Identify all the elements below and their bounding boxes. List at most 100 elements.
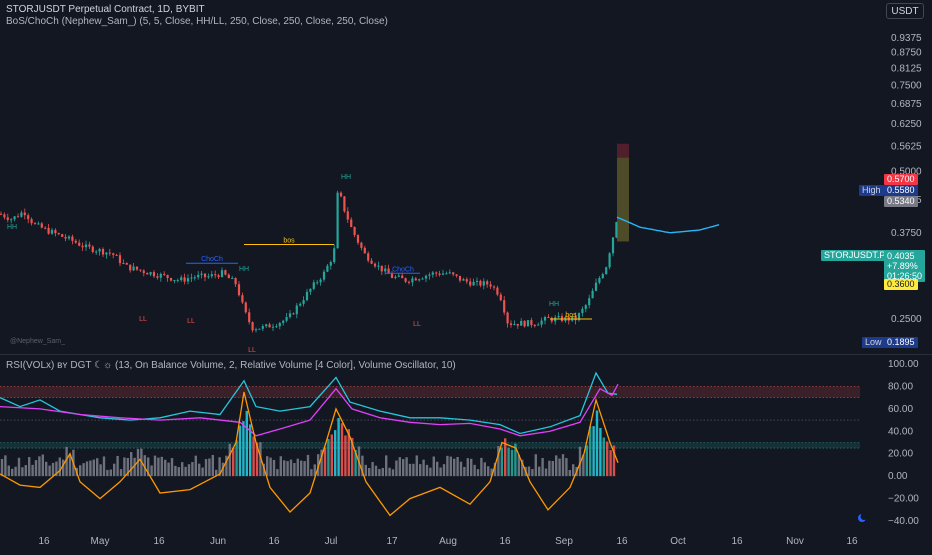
volume-bar xyxy=(109,469,112,477)
candle-body xyxy=(112,253,115,255)
candle-body xyxy=(537,324,540,326)
volume-bars xyxy=(0,410,616,477)
candle-body xyxy=(350,219,353,228)
volume-bar xyxy=(31,464,34,477)
time-tick: 16 xyxy=(616,536,628,547)
candle-body xyxy=(404,278,407,282)
volume-bar xyxy=(351,437,354,477)
volume-bar xyxy=(480,457,483,477)
volume-bar xyxy=(252,436,255,477)
volume-bar xyxy=(408,463,412,477)
volume-bar xyxy=(582,454,585,477)
candle-body xyxy=(146,272,149,275)
candle-body xyxy=(598,277,601,283)
candle-body xyxy=(438,273,441,275)
candle-body xyxy=(448,272,451,274)
volume-bar xyxy=(354,449,357,477)
volume-bar xyxy=(126,457,129,477)
oscillator-tick: 60.00 xyxy=(888,404,913,415)
volume-bar xyxy=(398,457,401,477)
candle-body xyxy=(540,320,543,325)
moon-icon[interactable] xyxy=(856,512,870,524)
volume-bar xyxy=(79,465,82,477)
candle-body xyxy=(118,255,122,264)
candlestick-series xyxy=(0,190,618,333)
candle-body xyxy=(319,279,322,283)
volume-bar xyxy=(225,455,228,477)
volume-bar xyxy=(17,457,21,477)
indicator-title[interactable]: BoS/ChoCh (Nephew_Sam_) (5, 5, Close, HH… xyxy=(6,16,388,27)
candle-body xyxy=(64,236,67,239)
candle-body xyxy=(282,320,285,323)
volume-bar xyxy=(82,463,85,477)
candle-body xyxy=(428,274,431,276)
candle-body xyxy=(414,278,417,281)
volume-bar xyxy=(208,458,211,477)
candle-body xyxy=(356,235,360,243)
high-price-tag: 0.5580 xyxy=(884,185,918,196)
candle-body xyxy=(159,273,162,278)
candle-body xyxy=(326,265,329,272)
price-tick: 0.3750 xyxy=(891,228,922,239)
price-tick: 0.9375 xyxy=(891,33,922,44)
volume-bar xyxy=(395,460,398,477)
candle-body xyxy=(186,278,190,282)
volume-bar xyxy=(412,463,415,477)
volume-bar xyxy=(466,458,469,477)
volume-bar xyxy=(442,464,446,477)
symbol-title: STORJUSDT Perpetual Contract, 1D, BYBIT xyxy=(6,4,205,15)
candle-body xyxy=(176,280,179,282)
candle-body xyxy=(363,247,366,254)
volume-bar xyxy=(170,458,174,477)
high-label: High xyxy=(859,185,884,196)
level-label: ChoCh xyxy=(392,266,414,273)
candle-body xyxy=(336,192,339,249)
volume-bar xyxy=(378,469,381,477)
volume-bar xyxy=(21,467,24,477)
oscillator-title[interactable]: RSI(VOLx) вʏ DGT ☾☼ (13, On Balance Volu… xyxy=(6,360,456,371)
volume-bar xyxy=(300,460,303,477)
time-tick: 16 xyxy=(731,536,743,547)
candle-body xyxy=(132,266,135,271)
volume-bar xyxy=(538,466,541,477)
volume-bar xyxy=(48,465,51,477)
candle-body xyxy=(557,316,560,318)
volume-bar xyxy=(514,443,517,477)
volume-bar xyxy=(361,455,364,477)
volume-bar xyxy=(446,455,449,477)
candle-body xyxy=(13,216,16,220)
volume-bar xyxy=(99,464,102,477)
candle-body xyxy=(588,298,591,306)
candle-body xyxy=(54,229,57,234)
currency-button[interactable]: USDT xyxy=(886,3,924,19)
candle-body xyxy=(367,253,370,261)
volume-bar xyxy=(238,425,242,477)
structure-levels: bos ChoCh bos ChoCh xyxy=(186,237,592,320)
volume-bar xyxy=(572,464,575,477)
volume-bar xyxy=(164,459,167,477)
volume-bar xyxy=(561,454,565,477)
volume-bar xyxy=(381,467,384,477)
volume-bar xyxy=(439,467,442,477)
candle-body xyxy=(108,252,111,254)
candle-body xyxy=(166,274,169,279)
candle-body xyxy=(584,305,587,309)
candle-body xyxy=(261,326,264,329)
candle-body xyxy=(152,272,156,277)
candle-body xyxy=(353,227,356,236)
volume-bar xyxy=(589,426,592,477)
candle-body xyxy=(611,237,615,254)
candle-body xyxy=(142,270,145,273)
volume-bar xyxy=(456,456,459,477)
candle-body xyxy=(105,252,108,255)
volume-bar xyxy=(215,469,218,477)
time-axis: 16 May 16 Jun 16 Jul 17 Aug 16 Sep 16 Oct 16 Nov 16 xyxy=(38,536,858,547)
time-tick: Aug xyxy=(439,536,457,547)
candle-body xyxy=(231,277,234,279)
volume-bar xyxy=(24,465,27,477)
candle-body xyxy=(492,286,496,288)
volume-bar xyxy=(470,458,473,477)
candle-body xyxy=(489,284,492,287)
low-price-tag: 0.1895 xyxy=(884,337,918,348)
candle-body xyxy=(305,291,309,301)
